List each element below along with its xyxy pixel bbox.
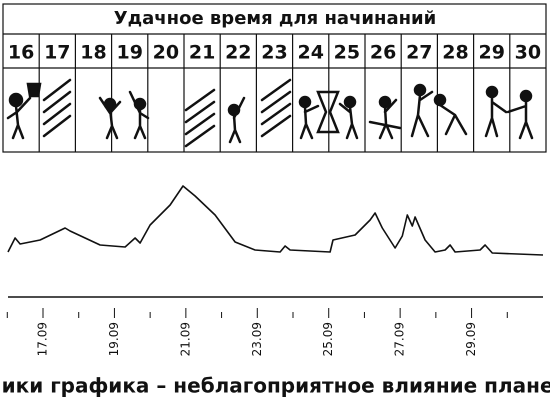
day-number: 25	[334, 42, 360, 64]
line-series	[7, 185, 544, 256]
day-number: 20	[153, 42, 179, 64]
x-tick-label: 19.09	[107, 322, 121, 356]
x-tick-label: 27.09	[393, 322, 407, 356]
day-number: 28	[442, 42, 468, 64]
icon-stripes	[42, 78, 292, 148]
day-number: 17	[44, 42, 70, 64]
day-number: 22	[225, 42, 251, 64]
day-number: 29	[478, 42, 504, 64]
day-number: 26	[370, 42, 396, 64]
x-tick-label: 23.09	[250, 322, 264, 356]
icon-figures	[98, 83, 534, 144]
day-number: 18	[80, 42, 106, 64]
icons	[6, 78, 534, 148]
day-number: 24	[297, 42, 323, 64]
calendar-frame	[2, 3, 547, 153]
x-tick-label: 29.09	[464, 322, 478, 356]
day-number: 16	[8, 42, 34, 64]
day-number: 27	[406, 42, 432, 64]
x-tick-label: 25.09	[321, 322, 335, 356]
day-number: 23	[261, 42, 287, 64]
x-tick-label: 21.09	[178, 322, 192, 356]
day-number: 21	[189, 42, 215, 64]
calendar-title: Удачное время для начинаний	[114, 8, 437, 29]
icon-winner	[6, 82, 42, 140]
day-number: 19	[116, 42, 142, 64]
day-number: 30	[515, 42, 541, 64]
x-tick-label: 17.09	[36, 322, 50, 356]
chart-caption: Пики графика – неблагоприятное влияние п…	[0, 374, 550, 398]
